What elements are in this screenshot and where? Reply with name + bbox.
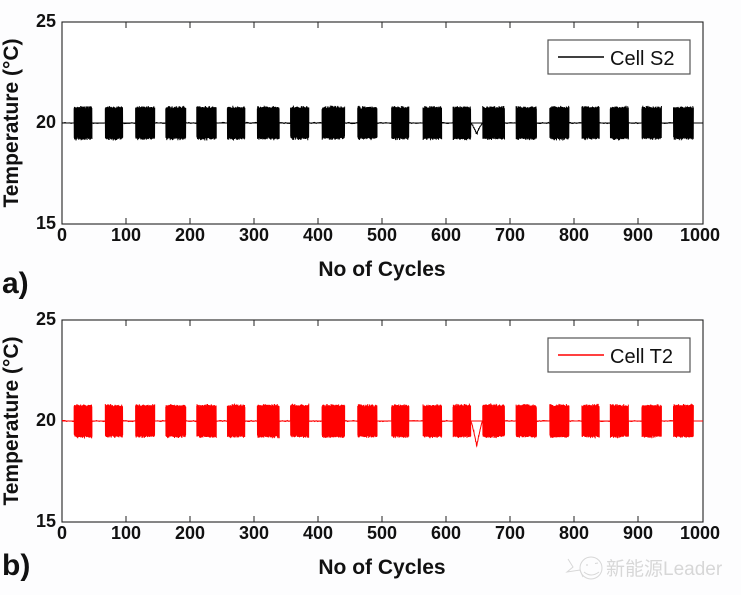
svg-text:500: 500 (367, 523, 397, 543)
svg-text:0: 0 (57, 225, 67, 245)
svg-text:900: 900 (623, 523, 653, 543)
svg-text:Cell T2: Cell T2 (610, 346, 673, 368)
svg-text:No of Cycles: No of Cycles (318, 556, 445, 579)
svg-text:新能源Leader: 新能源Leader (606, 558, 723, 580)
svg-text:700: 700 (495, 523, 525, 543)
svg-text:100: 100 (111, 523, 141, 543)
svg-text:300: 300 (239, 523, 269, 543)
svg-text:Temperature (°C): Temperature (°C) (0, 336, 23, 505)
svg-text:15: 15 (36, 213, 56, 233)
svg-text:Cell S2: Cell S2 (610, 48, 674, 70)
svg-text:1000: 1000 (680, 523, 720, 543)
svg-text:500: 500 (367, 225, 397, 245)
svg-text:25: 25 (36, 11, 56, 31)
svg-text:800: 800 (559, 225, 589, 245)
svg-text:0: 0 (57, 523, 67, 543)
svg-text:800: 800 (559, 523, 589, 543)
svg-text:600: 600 (431, 523, 461, 543)
svg-text:400: 400 (303, 523, 333, 543)
svg-text:20: 20 (36, 112, 56, 132)
svg-text:a): a) (2, 267, 29, 300)
svg-text:No of Cycles: No of Cycles (318, 258, 445, 281)
svg-text:25: 25 (36, 309, 56, 329)
svg-text:600: 600 (431, 225, 461, 245)
svg-text:100: 100 (111, 225, 141, 245)
svg-text:300: 300 (239, 225, 269, 245)
svg-text:Temperature (°C): Temperature (°C) (0, 38, 23, 207)
svg-text:b): b) (2, 549, 30, 582)
svg-text:20: 20 (36, 410, 56, 430)
svg-text:700: 700 (495, 225, 525, 245)
svg-text:15: 15 (36, 511, 56, 531)
svg-text:200: 200 (175, 225, 205, 245)
svg-text:200: 200 (175, 523, 205, 543)
svg-text:900: 900 (623, 225, 653, 245)
svg-text:1000: 1000 (680, 225, 720, 245)
svg-text:400: 400 (303, 225, 333, 245)
